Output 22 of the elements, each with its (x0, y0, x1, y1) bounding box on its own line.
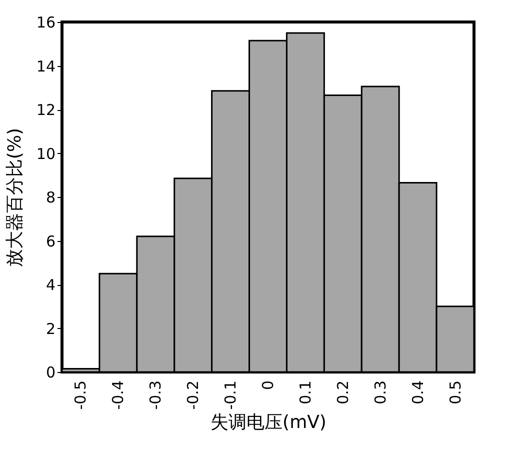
y-tick-label: 0 (46, 364, 56, 382)
x-tick-label: 0.5 (446, 380, 464, 404)
x-tick-label: 0 (259, 380, 277, 390)
y-tick-label: 6 (46, 232, 56, 250)
x-tick-label: 0.2 (334, 380, 352, 404)
y-tick-label: 2 (46, 320, 56, 338)
y-tick-label: 16 (36, 14, 56, 32)
y-tick-label: 10 (36, 144, 56, 163)
x-tick-label: -0.3 (146, 380, 165, 410)
y-tick-label: 12 (36, 101, 56, 119)
x-tick-label: 0.4 (408, 380, 427, 404)
x-tick-label: -0.4 (109, 380, 128, 410)
x-axis-title: 失调电压(mV) (210, 412, 326, 433)
x-tick-label: 0.1 (296, 380, 314, 404)
y-tick-label: 8 (46, 188, 56, 206)
y-tick-label: 14 (36, 57, 56, 76)
x-tick-label: -0.2 (184, 380, 202, 410)
y-axis-title: 放大器百分比(%) (4, 128, 26, 268)
x-tick-label: 0.3 (371, 380, 390, 404)
x-tick-label: -0.5 (72, 380, 90, 410)
x-tick-label: -0.1 (222, 380, 240, 410)
y-tick-label: 4 (46, 276, 56, 294)
